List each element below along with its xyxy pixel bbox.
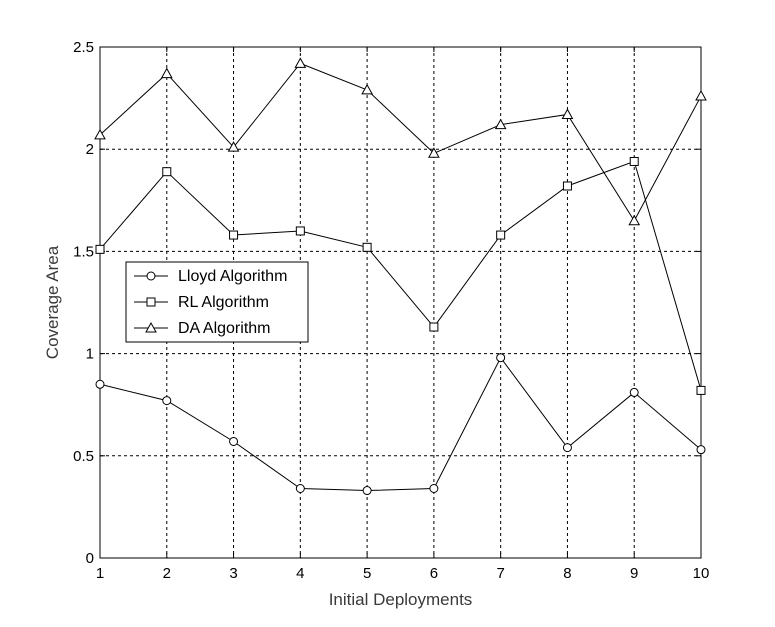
data-point-square [295, 226, 305, 236]
y-tick-label: 2.5 [73, 39, 94, 56]
data-point-circle [95, 379, 105, 389]
data-point-triangle [428, 147, 440, 158]
x-tick-label: 7 [496, 565, 504, 582]
y-tick-label: 1.5 [73, 243, 94, 260]
data-point-circle [162, 396, 172, 406]
series-line [99, 62, 702, 222]
legend-item: DA Algorithm [134, 320, 270, 337]
data-point-triangle [160, 67, 173, 79]
axis-ticks: 1 2 3 4 5 6 7 8 9 10 0 0.5 1 1.5 2 2.5 [73, 39, 709, 582]
data-point-square [95, 244, 105, 254]
data-point-square [162, 167, 172, 177]
series-group [94, 57, 707, 496]
data-point-triangle [361, 83, 373, 95]
y-tick-label: 2 [86, 141, 94, 158]
data-point-triangle [561, 108, 574, 119]
data-point-triangle [494, 118, 507, 130]
data-point-circle [496, 353, 506, 363]
x-tick-label: 10 [693, 565, 710, 582]
data-point-square [429, 322, 439, 332]
grid [100, 47, 701, 558]
series-line [99, 160, 702, 391]
data-point-square [496, 230, 506, 240]
series-circle [95, 353, 706, 496]
data-point-square [562, 181, 572, 191]
data-point-circle [295, 484, 305, 494]
legend-marker-triangle [145, 321, 157, 333]
legend-label: Lloyd Algorithm [178, 268, 287, 285]
x-tick-label: 4 [296, 565, 304, 582]
y-tick-label: 1 [86, 346, 94, 363]
data-point-circle [562, 443, 572, 453]
legend-item: Lloyd Algorithm [134, 268, 287, 285]
y-axis-label: Coverage Area [43, 245, 62, 359]
series-square [95, 156, 706, 395]
x-axis-label: Initial Deployments [329, 590, 473, 609]
legend-marker-square [146, 297, 156, 307]
data-point-circle [362, 486, 372, 496]
legend-label: RL Algorithm [178, 294, 269, 311]
legend-marker-circle [146, 271, 156, 281]
data-point-circle [229, 436, 239, 446]
x-tick-label: 8 [563, 565, 571, 582]
data-point-circle [696, 445, 706, 455]
y-tick-label: 0.5 [73, 448, 94, 465]
data-point-square [629, 156, 639, 166]
series-triangle [94, 57, 707, 226]
x-tick-label: 9 [630, 565, 638, 582]
plot-frame [99, 46, 702, 559]
x-tick-label: 5 [363, 565, 371, 582]
data-point-square [362, 242, 372, 252]
legend-label: DA Algorithm [178, 320, 270, 337]
series-line [99, 356, 702, 492]
data-point-triangle [294, 57, 307, 68]
data-point-triangle [628, 214, 641, 226]
x-tick-label: 3 [229, 565, 237, 582]
data-point-circle [629, 387, 639, 397]
data-point-triangle [695, 90, 707, 101]
data-point-square [696, 385, 706, 395]
data-point-triangle [227, 141, 240, 152]
x-tick-label: 1 [96, 565, 104, 582]
data-point-square [229, 230, 239, 240]
data-point-circle [429, 484, 439, 494]
x-tick-label: 6 [430, 565, 438, 582]
data-point-triangle [94, 128, 106, 140]
y-tick-label: 0 [86, 550, 94, 567]
legend-item: RL Algorithm [134, 294, 269, 311]
x-tick-label: 2 [163, 565, 171, 582]
legend: Lloyd Algorithm RL Algorithm DA Algorithm [125, 261, 309, 343]
